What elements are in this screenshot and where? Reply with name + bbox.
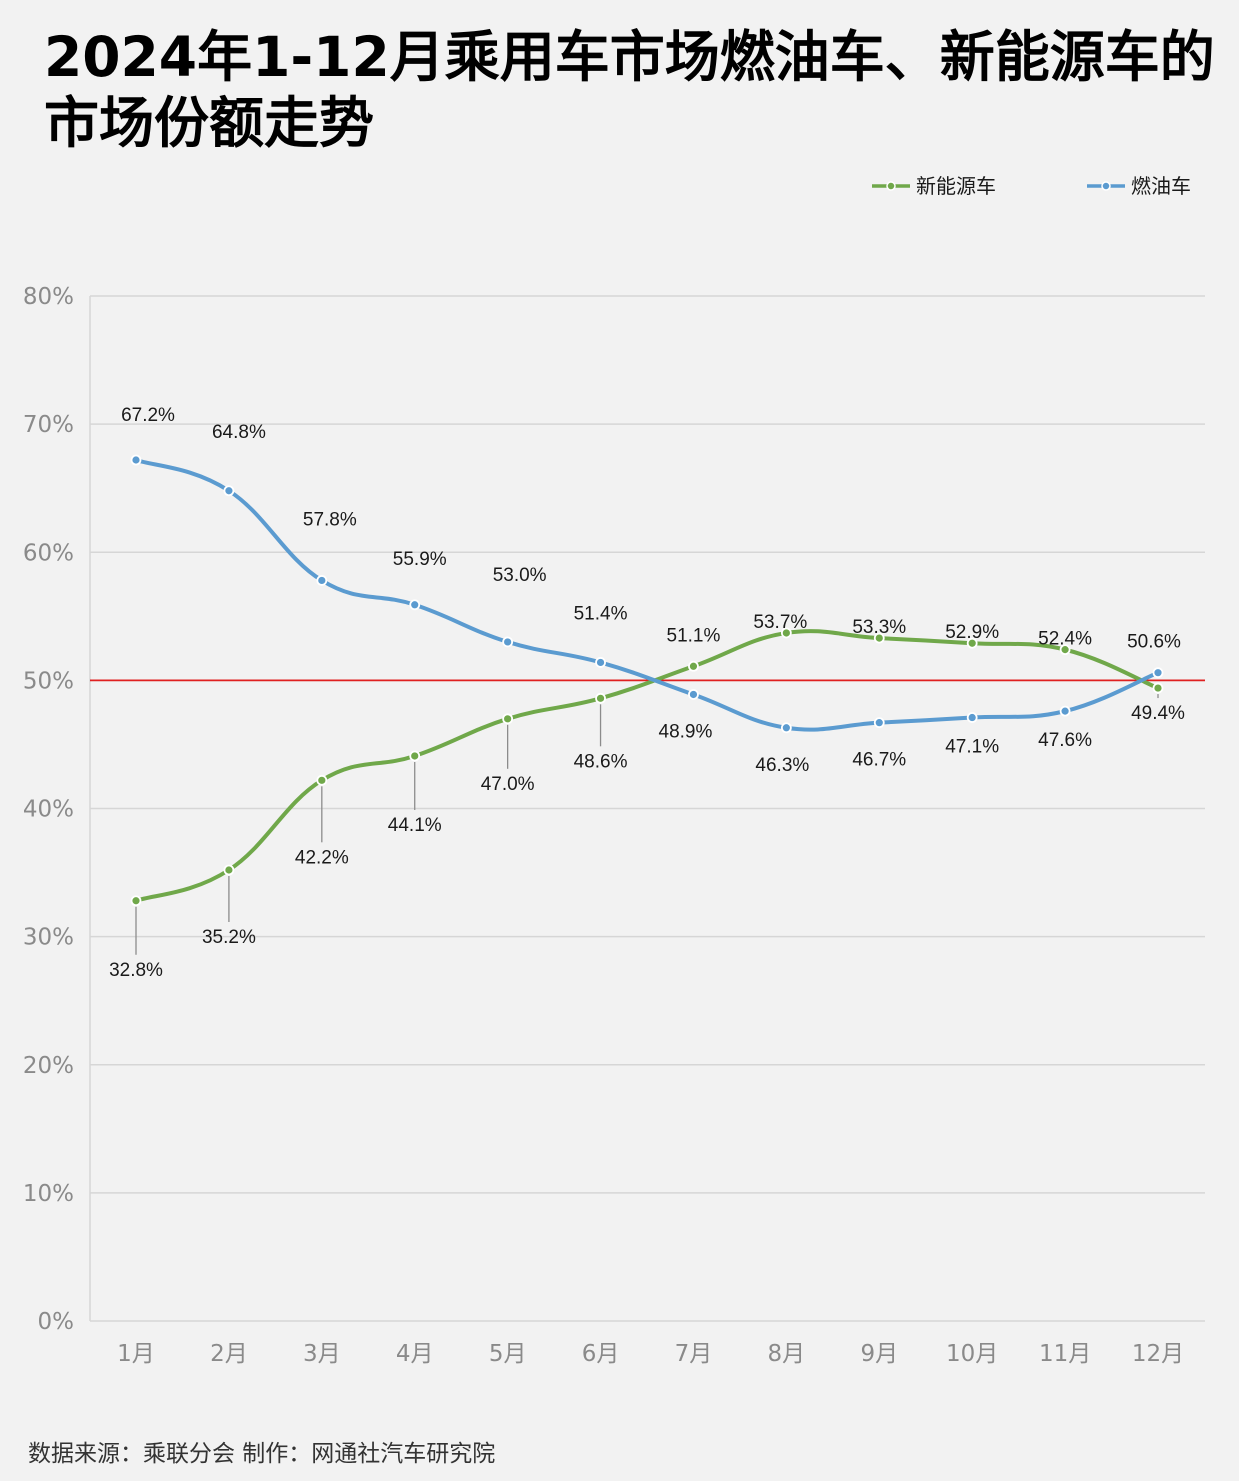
data-label: 52.4% — [1038, 629, 1092, 650]
data-label: 53.7% — [753, 612, 807, 633]
x-axis-ticks: 1月 2月 3月 4月 5月 6月 7月 8月 9月 10月 11月 12月 — [117, 1341, 1184, 1367]
data-label: 44.1% — [388, 815, 442, 836]
data-label: 53.0% — [493, 565, 547, 586]
data-label: 47.6% — [1038, 730, 1092, 751]
y-tick-label: 70% — [23, 412, 74, 438]
data-point — [780, 722, 792, 734]
y-tick-label: 40% — [23, 797, 74, 823]
x-tick-label: 9月 — [860, 1341, 898, 1367]
data-label: 47.1% — [945, 737, 999, 758]
data-point — [1152, 667, 1164, 679]
data-label: 67.2% — [121, 405, 175, 426]
series-line-1 — [134, 458, 1160, 732]
data-point — [688, 689, 699, 700]
legend-label: 燃油车 — [1131, 174, 1191, 198]
grid-lines — [89, 295, 1205, 1322]
data-point — [966, 637, 978, 649]
data-label: 42.2% — [295, 847, 349, 868]
x-tick-label: 5月 — [489, 1341, 527, 1367]
data-label: 51.4% — [574, 603, 628, 624]
data-point — [223, 485, 235, 497]
legend-label: 新能源车 — [916, 174, 996, 198]
x-tick-label: 11月 — [1039, 1341, 1091, 1367]
y-tick-label: 0% — [38, 1309, 75, 1335]
y-tick-label: 80% — [23, 284, 74, 310]
x-tick-label: 2月 — [210, 1341, 248, 1367]
data-label: 55.9% — [393, 549, 447, 570]
data-label: 49.4% — [1131, 703, 1185, 724]
data-point — [966, 712, 978, 723]
data-point — [502, 636, 514, 648]
y-tick-label: 10% — [23, 1181, 74, 1207]
series-lines — [134, 458, 1160, 903]
data-labels: 32.8% 35.2% 42.2% 44.1% 47.0% 48.6% 51.1% 53.7%… — [109, 405, 1185, 981]
y-tick-label: 50% — [23, 668, 74, 694]
legend-swatch-marker — [1101, 181, 1111, 191]
y-tick-label: 20% — [23, 1053, 74, 1079]
data-point — [130, 895, 142, 907]
y-tick-label: 30% — [23, 925, 74, 951]
data-label: 48.9% — [659, 721, 713, 742]
data-point — [502, 713, 514, 725]
data-point — [595, 692, 606, 704]
chart-title: 2024年1-12月乘用车市场燃油车、新能源车的市场份额走势 — [44, 25, 1215, 155]
data-point — [223, 864, 235, 876]
label-leader-lines — [135, 694, 1159, 955]
x-tick-label: 6月 — [582, 1341, 620, 1367]
data-point — [409, 599, 421, 611]
data-point — [316, 575, 328, 586]
data-label: 46.7% — [852, 750, 906, 771]
legend-swatch-marker — [886, 181, 896, 191]
data-point — [130, 454, 142, 466]
x-tick-label: 7月 — [675, 1341, 713, 1367]
data-point — [1059, 705, 1071, 717]
data-point — [1059, 644, 1071, 656]
data-point — [316, 774, 328, 786]
data-label: 51.1% — [667, 625, 721, 646]
data-label: 35.2% — [202, 927, 256, 948]
x-tick-label: 8月 — [768, 1341, 806, 1367]
x-tick-label: 12月 — [1132, 1341, 1184, 1367]
data-label: 48.6% — [574, 751, 628, 772]
data-label: 64.8% — [212, 422, 266, 443]
source-note: 数据来源：乘联分会 制作：网通社汽车研究院 — [28, 1441, 496, 1467]
data-label: 47.0% — [481, 774, 535, 795]
data-point — [1152, 682, 1164, 694]
data-label: 46.3% — [755, 755, 809, 776]
data-point — [873, 632, 885, 644]
data-point — [409, 750, 421, 762]
x-tick-label: 3月 — [303, 1341, 341, 1367]
y-tick-label: 60% — [23, 540, 74, 566]
x-tick-label: 1月 — [117, 1341, 155, 1367]
data-label: 52.9% — [945, 622, 999, 643]
data-point — [873, 717, 885, 729]
data-point — [595, 657, 606, 668]
y-axis-ticks: 0% 10% 20% 30% 40% 50% 60% 70% 80% — [23, 284, 74, 1335]
legend: 新能源车 燃油车 — [872, 174, 1191, 198]
data-label: 50.6% — [1127, 632, 1181, 653]
data-point — [780, 627, 792, 639]
series-points — [130, 454, 1164, 907]
data-label: 57.8% — [303, 509, 357, 530]
series-line-0 — [134, 629, 1160, 903]
x-tick-label: 4月 — [396, 1341, 434, 1367]
data-label: 32.8% — [109, 960, 163, 981]
data-label: 53.3% — [852, 617, 906, 638]
data-point — [688, 660, 699, 672]
x-tick-label: 10月 — [946, 1341, 998, 1367]
